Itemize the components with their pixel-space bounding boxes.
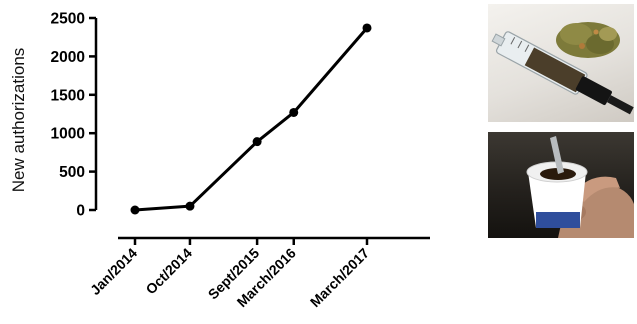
yogurt-cup-photo [488, 132, 634, 238]
y-tick-label: 2000 [51, 49, 85, 66]
data-point [130, 205, 140, 215]
yogurt-cup-icon [526, 161, 588, 228]
x-tick-label: Oct/2014 [142, 245, 195, 298]
y-tick-label: 0 [76, 203, 85, 220]
spoon-icon [550, 136, 564, 174]
y-tick-label: 1000 [51, 126, 85, 143]
data-point [252, 137, 262, 147]
series-group [130, 23, 372, 215]
y-tick-label: 500 [59, 164, 85, 181]
data-point [185, 201, 195, 211]
syringe-cannabis-photo [488, 4, 634, 122]
x-tick-label: Jan/2014 [87, 245, 140, 298]
data-point [362, 23, 372, 33]
x-tick-label: March/2017 [307, 245, 372, 310]
y-tick-label: 2500 [51, 11, 85, 28]
data-point [289, 107, 299, 117]
syringe-icon [491, 31, 634, 115]
y-tick-label: 1500 [51, 87, 85, 104]
cannabis-bud-icon [556, 22, 620, 58]
series-line [134, 27, 369, 212]
